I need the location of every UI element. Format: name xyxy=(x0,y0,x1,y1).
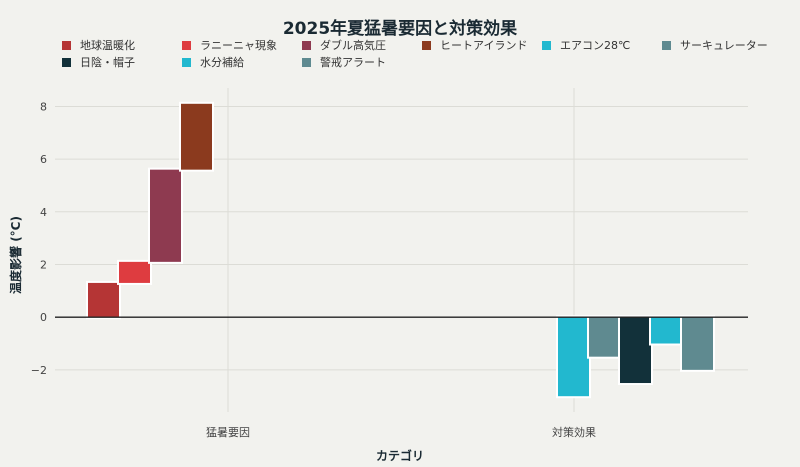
legend-label: エアコン28℃ xyxy=(560,39,631,52)
legend-swatch xyxy=(182,57,191,67)
legend-item: ラニーニャ現象 xyxy=(182,38,302,52)
x-tick-label: 猛暑要因 xyxy=(206,426,250,439)
legend-item: 警戒アラート xyxy=(302,55,422,69)
y-tick-label: 4 xyxy=(40,206,47,219)
legend-label: 警戒アラート xyxy=(320,56,386,69)
legend-item: 地球温暖化 xyxy=(62,38,182,52)
legend-label: ヒートアイランド xyxy=(440,39,528,52)
legend-label: 日陰・帽子 xyxy=(80,56,135,69)
bar xyxy=(150,169,181,262)
bar xyxy=(558,317,589,397)
legend-item: ヒートアイランド xyxy=(422,38,542,52)
bar xyxy=(181,103,212,170)
y-axis-label: 温度影響 (°C) xyxy=(8,216,23,294)
legend-label: ラニーニャ現象 xyxy=(200,39,277,52)
legend-swatch xyxy=(302,40,311,50)
legend-label: 水分補給 xyxy=(200,56,244,69)
bar xyxy=(88,282,119,318)
bar xyxy=(620,317,651,384)
x-tick-label: 対策効果 xyxy=(552,425,596,439)
legend: 地球温暖化 ラニーニャ現象 ダブル高気圧 ヒートアイランド エアコン28℃ サーキュレータ… xyxy=(62,38,782,69)
bar xyxy=(651,317,682,344)
legend-label: 地球温暖化 xyxy=(80,39,135,52)
axes: −2 0 2 4 6 8 猛暑要因 対策効果 xyxy=(31,100,748,439)
legend-swatch xyxy=(62,57,71,67)
bar xyxy=(682,317,713,370)
y-tick-label: 0 xyxy=(40,311,47,324)
y-tick-label: 8 xyxy=(40,100,47,113)
chart-title: 2025年夏猛暑要因と対策効果 xyxy=(283,18,517,39)
legend-swatch xyxy=(662,40,671,50)
bar xyxy=(589,317,620,357)
y-tick-label: −2 xyxy=(31,364,47,377)
legend-swatch xyxy=(542,40,551,50)
legend-item: 日陰・帽子 xyxy=(62,55,182,69)
bars xyxy=(86,101,715,399)
legend-swatch xyxy=(422,40,431,50)
x-axis-label: カテゴリ xyxy=(376,448,424,463)
legend-label: サーキュレーター xyxy=(680,39,768,52)
legend-item: サーキュレーター xyxy=(662,38,782,52)
legend-swatch xyxy=(182,40,191,50)
legend-label: ダブル高気圧 xyxy=(320,39,386,52)
legend-swatch xyxy=(302,57,311,67)
legend-swatch xyxy=(62,40,71,50)
legend-item: 水分補給 xyxy=(182,55,302,69)
legend-item: エアコン28℃ xyxy=(542,38,662,52)
legend-item: ダブル高気圧 xyxy=(302,38,422,52)
y-tick-label: 6 xyxy=(40,153,47,166)
y-tick-label: 2 xyxy=(40,258,47,271)
bar xyxy=(119,261,150,283)
